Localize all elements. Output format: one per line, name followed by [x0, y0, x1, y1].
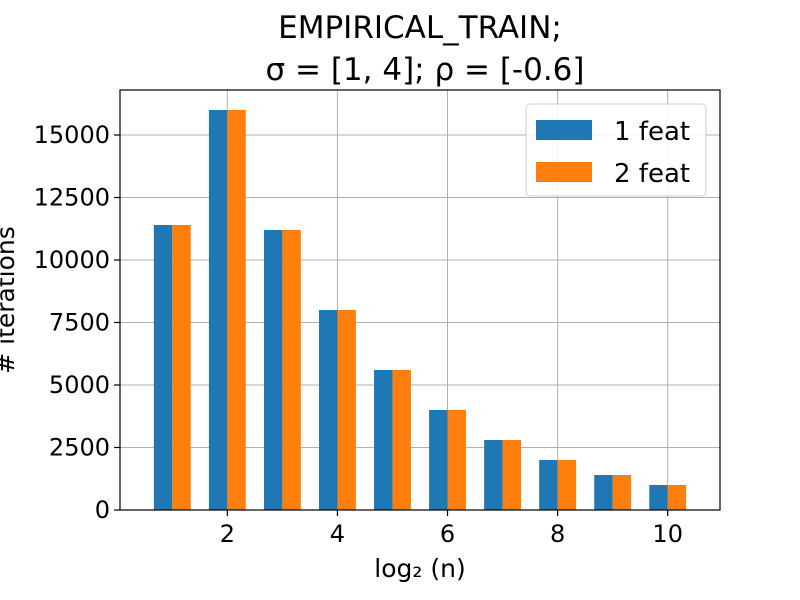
- bar-2-9: [612, 475, 632, 510]
- x-tick-label: 2: [220, 520, 235, 548]
- y-tick-label: 12500: [34, 184, 110, 212]
- bar-1-7: [484, 440, 503, 510]
- y-tick-label: 0: [95, 496, 110, 524]
- bar-1-3: [263, 230, 283, 510]
- bar-2-10: [667, 485, 687, 510]
- bar-1-1: [153, 225, 173, 510]
- x-tick-label: 4: [330, 520, 345, 548]
- bar-2-6: [447, 410, 466, 510]
- bar-2-2: [227, 110, 246, 510]
- y-tick-label: 2500: [49, 434, 110, 462]
- y-tick-label: 15000: [34, 121, 110, 149]
- bar-2-1: [172, 225, 191, 510]
- bar-2-3: [282, 230, 301, 510]
- legend-swatch: [536, 162, 592, 182]
- x-tick-label: 6: [440, 520, 455, 548]
- bars: [153, 110, 687, 510]
- y-axis-label: # iterations: [0, 226, 20, 374]
- bar-2-7: [502, 440, 522, 510]
- bar-1-9: [594, 475, 613, 510]
- y-tick-label: 10000: [34, 246, 110, 274]
- bar-1-5: [374, 370, 393, 510]
- x-axis-label: log₂ (n): [374, 554, 465, 583]
- bar-1-8: [539, 460, 558, 510]
- y-tick-label: 5000: [49, 371, 110, 399]
- y-tick-label: 7500: [49, 309, 110, 337]
- x-tick-label: 8: [550, 520, 565, 548]
- bar-1-2: [208, 110, 228, 510]
- legend-label: 1 feat: [614, 117, 690, 147]
- chart-title-line2: σ = [1, 4]; ρ = [-0.6]: [265, 52, 584, 88]
- legend-swatch: [536, 120, 592, 140]
- bar-2-5: [392, 370, 411, 510]
- legend-label: 2 feat: [614, 159, 690, 189]
- plot-frame: [119, 89, 721, 511]
- bar-2-4: [337, 310, 356, 510]
- bar-1-10: [649, 485, 668, 510]
- chart-title-line1: EMPIRICAL_TRAIN;: [278, 10, 562, 46]
- legend: 1 feat 2 feat: [525, 103, 707, 197]
- y-axis-ticks: 0 2500 5000 7500 10000 12500 15000: [34, 121, 120, 524]
- x-tick-label: 10: [652, 520, 683, 548]
- x-axis-ticks: 2 4 6 8 10: [220, 510, 683, 548]
- bar-2-8: [557, 460, 577, 510]
- bar-1-6: [429, 410, 448, 510]
- bar-1-4: [318, 310, 338, 510]
